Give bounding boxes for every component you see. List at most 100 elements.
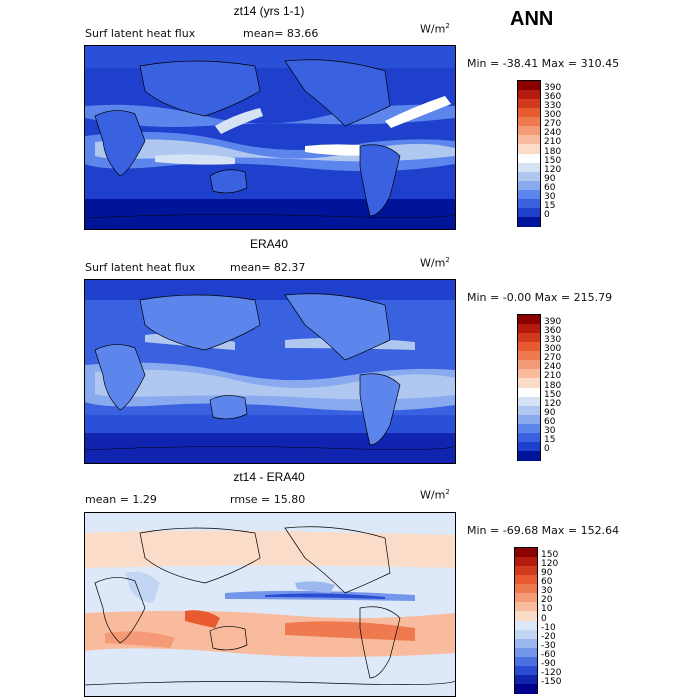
colorbar-box: [515, 602, 537, 612]
colorbar-box: [518, 432, 540, 443]
colorbar-box: [518, 216, 540, 227]
colorbar-label: 30: [541, 586, 553, 597]
colorbar-label: -30: [541, 640, 556, 651]
colorbar-box: [518, 360, 540, 370]
colorbar-box: [515, 647, 537, 658]
colorbar-label: -10: [541, 622, 556, 633]
colorbar-box: [518, 342, 540, 352]
colorbar-box: [515, 665, 537, 676]
colorbar-box: [518, 396, 540, 407]
panel1-minmax: Min = -38.41 Max = 310.45: [467, 57, 620, 70]
colorbar-label: -20: [541, 631, 556, 642]
colorbar-box: [518, 81, 540, 91]
colorbar-box: [518, 423, 540, 434]
panel1-map-svg: [85, 46, 455, 229]
colorbar-box: [515, 611, 537, 621]
panel2-map-svg: [85, 280, 455, 463]
colorbar-box: [518, 414, 540, 425]
colorbar-box: [518, 333, 540, 343]
panel3-rmse: rmse = 15.80: [230, 493, 306, 506]
panel1-map: [84, 45, 456, 230]
panel2-colorbar: [517, 314, 541, 461]
colorbar-box: [518, 171, 540, 182]
colorbar-label: 120: [544, 164, 562, 175]
colorbar-box: [518, 378, 540, 388]
panel2-mean: mean= 82.37: [230, 261, 306, 274]
colorbar-label: 150: [541, 550, 559, 561]
colorbar-box: [518, 162, 540, 173]
colorbar-box: [515, 620, 537, 631]
colorbar-box: [515, 638, 537, 649]
colorbar-label: 390: [544, 83, 562, 94]
panel1-colorbar: [517, 80, 541, 227]
colorbar-label: 15: [544, 200, 556, 211]
colorbar-label: 300: [544, 110, 562, 121]
colorbar-label: -150: [541, 676, 562, 687]
colorbar-box: [518, 198, 540, 209]
colorbar-label: 60: [541, 577, 553, 588]
colorbar-box: [515, 674, 537, 685]
season-label: ANN: [510, 8, 554, 30]
colorbar-label: 300: [544, 344, 562, 355]
panel1-variable-label: Surf latent heat flux: [85, 27, 196, 40]
colorbar-box: [515, 629, 537, 640]
panel1-mean: mean= 83.66: [243, 27, 319, 40]
colorbar-label: 0: [541, 613, 547, 624]
colorbar-label: 90: [544, 173, 556, 184]
panel3-title: zt14 - ERA40: [233, 470, 305, 484]
panel2-minmax: Min = -0.00 Max = 215.79: [467, 291, 613, 304]
colorbar-box: [515, 566, 537, 576]
colorbar-label: 330: [544, 101, 562, 112]
colorbar-label: 180: [544, 380, 562, 391]
colorbar-box: [515, 656, 537, 667]
colorbar-label: 390: [544, 317, 562, 328]
colorbar-box: [518, 351, 540, 361]
colorbar-box: [518, 99, 540, 109]
panel2-map: [84, 279, 456, 464]
colorbar-label: 60: [544, 182, 556, 193]
colorbar-label: -60: [541, 649, 556, 660]
colorbar-label: 210: [544, 371, 562, 382]
panel2-units: W/m2: [420, 256, 450, 270]
panel1-title: zt14 (yrs 1-1): [233, 4, 305, 18]
colorbar-box: [518, 450, 540, 461]
colorbar-box: [515, 575, 537, 585]
colorbar-box: [518, 153, 540, 164]
colorbar-box: [518, 90, 540, 100]
colorbar-label: 240: [544, 362, 562, 373]
colorbar-label: 10: [541, 604, 553, 615]
colorbar-label: 30: [544, 191, 556, 202]
colorbar-label: 0: [544, 443, 550, 454]
colorbar-box: [515, 557, 537, 567]
colorbar-label: 150: [544, 389, 562, 400]
panel3-mean: mean = 1.29: [85, 493, 157, 506]
colorbar-label: 120: [541, 559, 559, 570]
colorbar-label: 180: [544, 146, 562, 157]
colorbar-box: [515, 548, 537, 558]
colorbar-label: -90: [541, 658, 556, 669]
colorbar-label: 210: [544, 137, 562, 148]
colorbar-box: [515, 584, 537, 594]
colorbar-box: [518, 126, 540, 136]
colorbar-box: [518, 387, 540, 398]
colorbar-box: [518, 180, 540, 191]
panel2-title: ERA40: [249, 237, 289, 251]
colorbar-label: 15: [544, 434, 556, 445]
colorbar-label: 90: [544, 407, 556, 418]
colorbar-label: 90: [541, 568, 553, 579]
colorbar-box: [518, 207, 540, 218]
colorbar-box: [518, 135, 540, 145]
colorbar-label: 0: [544, 209, 550, 220]
panel1-units: W/m2: [420, 22, 450, 36]
colorbar-label: 270: [544, 353, 562, 364]
colorbar-box: [518, 189, 540, 200]
panel3-map-svg: [85, 513, 455, 696]
colorbar-box: [518, 369, 540, 379]
colorbar-label: 30: [544, 425, 556, 436]
panel2-variable-label: Surf latent heat flux: [85, 261, 196, 274]
colorbar-label: -120: [541, 667, 562, 678]
colorbar-box: [518, 108, 540, 118]
colorbar-label: 20: [541, 595, 553, 606]
colorbar-box: [518, 117, 540, 127]
panel3-units: W/m2: [420, 488, 450, 502]
